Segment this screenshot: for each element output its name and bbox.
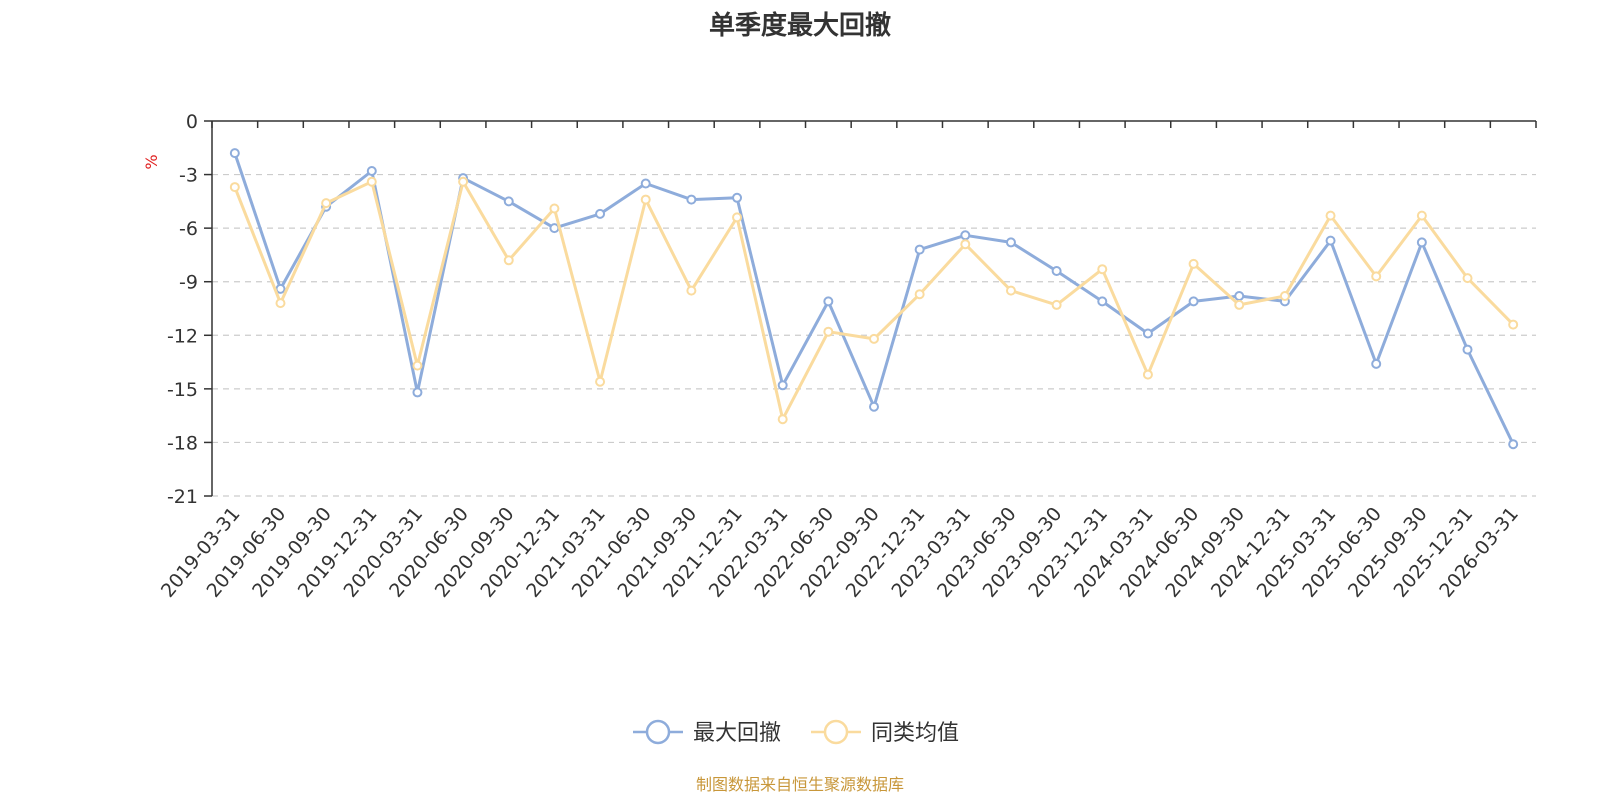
data-point[interactable] [823, 326, 834, 337]
data-point[interactable] [640, 194, 651, 205]
data-source-note: 制图数据来自恒生聚源数据库 [696, 775, 904, 794]
data-point[interactable] [1508, 319, 1519, 330]
series-1 [229, 148, 1519, 450]
data-point[interactable] [1325, 210, 1336, 221]
data-point[interactable] [960, 230, 971, 241]
y-tick-label: 0 [186, 111, 198, 133]
legend-label: 同类均值 [871, 721, 959, 746]
data-point[interactable] [686, 194, 697, 205]
series-line [233, 152, 1515, 445]
data-point[interactable] [732, 192, 743, 203]
data-point[interactable] [1005, 237, 1016, 248]
data-point[interactable] [275, 283, 286, 294]
data-point[interactable] [777, 380, 788, 391]
data-point[interactable] [229, 148, 240, 159]
data-point[interactable] [503, 196, 514, 207]
data-point[interactable] [1416, 237, 1427, 248]
y-tick-label: -12 [167, 325, 198, 347]
data-point[interactable] [777, 414, 788, 425]
y-tick-label: -3 [179, 165, 198, 187]
series-2 [229, 176, 1519, 425]
axes [204, 120, 1537, 497]
data-point[interactable] [1508, 439, 1519, 450]
data-point[interactable] [1279, 291, 1290, 301]
legend-item-1[interactable]: 最大回撤 [633, 719, 781, 746]
data-point[interactable] [412, 360, 423, 371]
legend-item-2[interactable]: 同类均值 [811, 719, 959, 746]
chart-title: 单季度最大回撤 [709, 10, 891, 41]
data-point[interactable] [1462, 273, 1473, 284]
data-point[interactable] [1142, 369, 1153, 380]
data-point[interactable] [1325, 235, 1336, 246]
data-point[interactable] [1188, 258, 1199, 269]
legend-circle-symbol [823, 719, 849, 745]
data-point[interactable] [1234, 299, 1245, 310]
data-point[interactable] [595, 376, 606, 387]
grid-lines [212, 173, 1536, 497]
data-point[interactable] [1234, 291, 1245, 301]
data-point[interactable] [503, 255, 514, 266]
data-point[interactable] [1416, 210, 1427, 221]
data-point[interactable] [412, 387, 423, 398]
series-lines [229, 148, 1519, 450]
y-axis-unit: % [142, 154, 161, 169]
x-tick-labels: 2019-03-312019-06-302019-09-302019-12-31… [157, 503, 1523, 602]
legend[interactable]: 最大回撤 同类均值 [633, 719, 959, 746]
legend-label: 最大回撤 [693, 721, 781, 746]
data-point[interactable] [1051, 299, 1062, 310]
y-tick-label: -21 [167, 486, 198, 508]
data-point[interactable] [869, 333, 879, 344]
y-tick-label: -15 [167, 379, 198, 401]
data-point[interactable] [914, 244, 925, 255]
data-point[interactable] [640, 178, 651, 189]
data-point[interactable] [1371, 358, 1382, 369]
data-point[interactable] [458, 176, 469, 187]
legend-circle-symbol [645, 719, 671, 745]
data-point[interactable] [366, 166, 377, 176]
y-tick-label: -9 [179, 272, 198, 294]
data-point[interactable] [1142, 328, 1153, 339]
data-point[interactable] [869, 401, 879, 412]
data-point[interactable] [595, 208, 606, 219]
data-point[interactable] [1097, 264, 1108, 275]
data-point[interactable] [1188, 296, 1199, 307]
data-point[interactable] [732, 212, 743, 223]
data-point[interactable] [1051, 266, 1062, 276]
data-point[interactable] [275, 298, 286, 309]
y-tick-label: -6 [179, 218, 198, 240]
data-point[interactable] [686, 285, 697, 296]
data-point[interactable] [914, 289, 925, 300]
data-point[interactable] [229, 182, 240, 193]
data-point[interactable] [549, 223, 560, 234]
y-tick-labels: 0 -3 -6 -9 -12 -15 -18 -21 [167, 111, 198, 508]
data-point[interactable] [1005, 285, 1016, 296]
data-point[interactable] [823, 296, 834, 307]
data-point[interactable] [549, 203, 560, 214]
data-point[interactable] [366, 176, 377, 187]
data-point[interactable] [960, 239, 971, 250]
y-tick-label: -18 [167, 432, 198, 454]
series-line [233, 180, 1515, 421]
data-point[interactable] [1462, 344, 1473, 355]
data-point[interactable] [1097, 296, 1108, 307]
data-point[interactable] [321, 198, 332, 209]
data-point[interactable] [1371, 271, 1382, 282]
